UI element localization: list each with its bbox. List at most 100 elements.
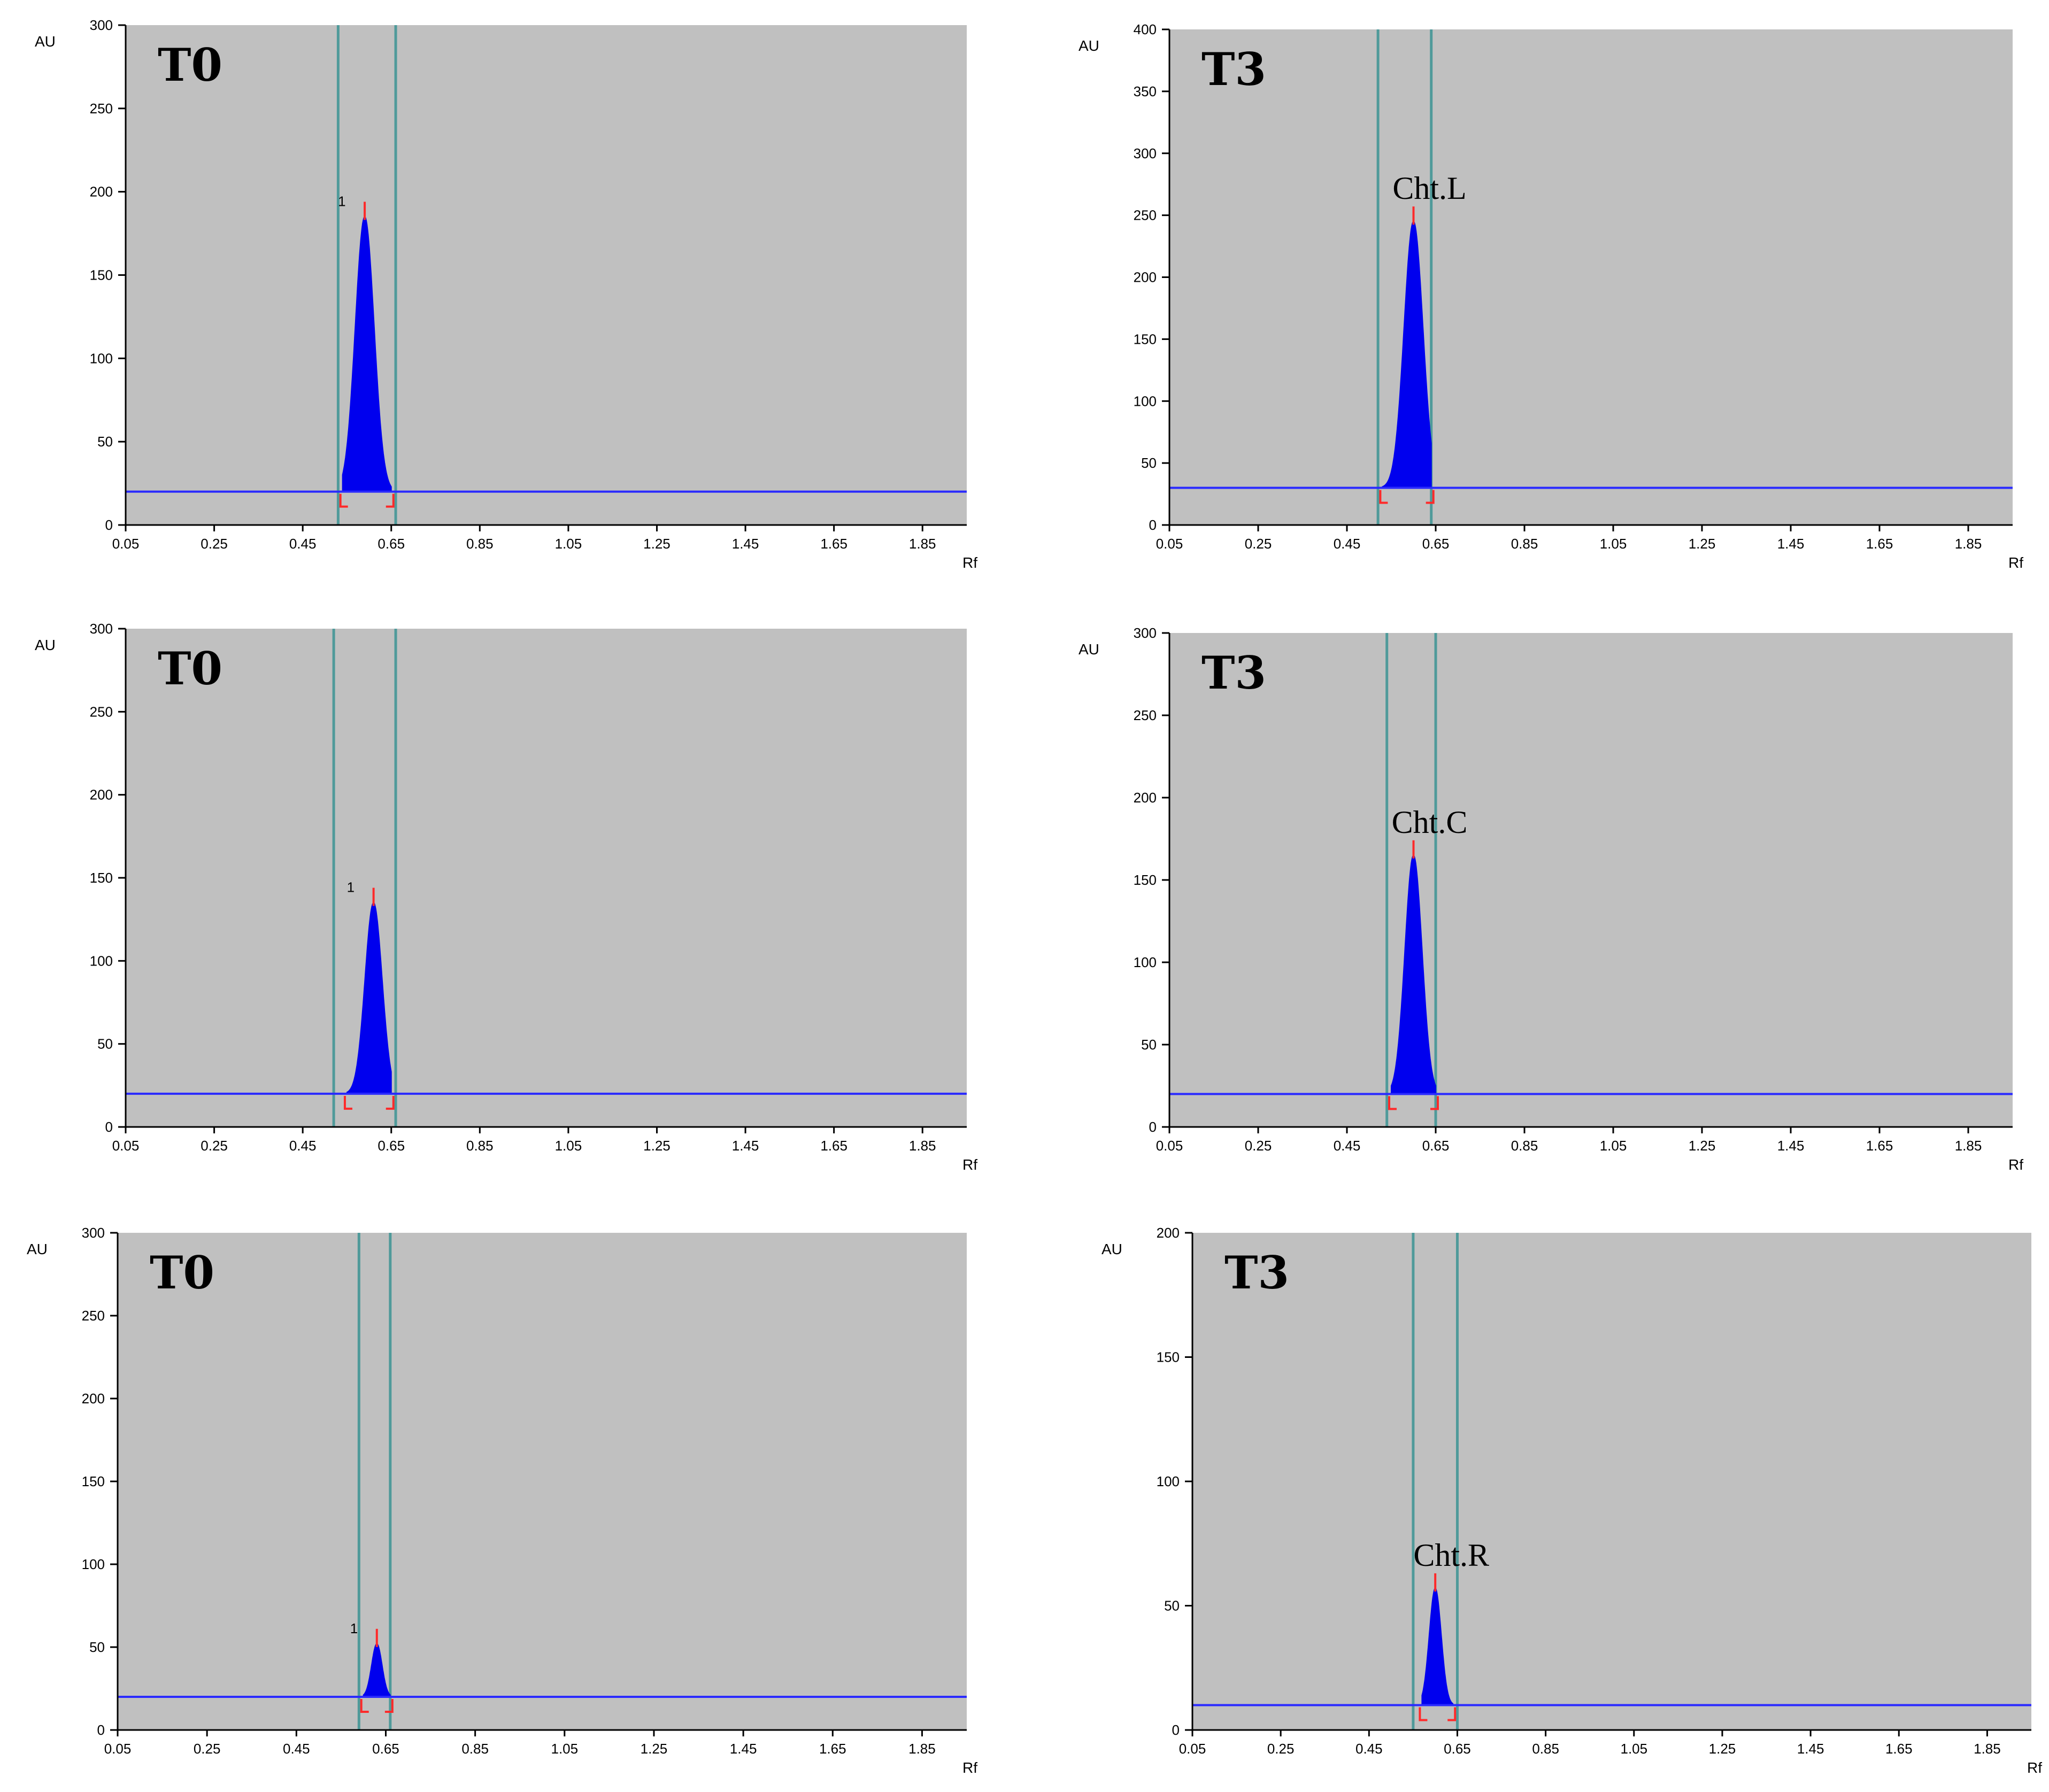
x-tick-label: 1.45: [732, 1138, 759, 1154]
plot-area: [1169, 633, 2013, 1127]
x-tick-label: 1.85: [1955, 1138, 1982, 1154]
x-tick-label: 0.05: [112, 536, 140, 552]
x-axis-unit-label: Rf: [962, 554, 977, 571]
peak-label: Cht.C: [1392, 805, 1468, 840]
x-tick-label: 1.45: [1777, 536, 1805, 552]
x-tick-label: 0.85: [1511, 536, 1538, 552]
y-tick-label: 300: [90, 17, 113, 33]
plot-area: [1169, 29, 2013, 525]
x-tick-label: 1.65: [1885, 1741, 1913, 1757]
x-tick-label: 0.65: [378, 536, 405, 552]
y-tick-label: 300: [90, 621, 113, 637]
x-tick-label: 0.05: [1179, 1741, 1206, 1757]
y-axis-unit-label: AU: [27, 1241, 48, 1257]
y-tick-label: 0: [1149, 1119, 1157, 1135]
x-tick-label: 0.45: [283, 1741, 310, 1757]
x-tick-label: 1.05: [1600, 1138, 1627, 1154]
chromatogram-panel-5: 1 0 50 100 150 200 250 300 0.05 0.25 0.45 0.65 0.85 1…: [27, 1225, 977, 1776]
y-tick-label: 0: [105, 1119, 113, 1135]
y-tick-label: 100: [1134, 954, 1157, 970]
y-tick-label: 400: [1134, 21, 1157, 37]
x-tick-label: 0.05: [112, 1138, 140, 1154]
x-tick-label: 0.25: [1245, 536, 1272, 552]
y-tick-label: 150: [1134, 872, 1157, 888]
panel-title: T3: [1201, 646, 1266, 699]
x-tick-label: 0.25: [1245, 1138, 1272, 1154]
x-tick-label: 1.45: [730, 1741, 757, 1757]
y-tick-label: 300: [1134, 145, 1157, 161]
y-tick-label: 50: [97, 1036, 113, 1052]
y-tick-label: 200: [1134, 790, 1157, 806]
y-axis-unit-label: AU: [35, 637, 56, 653]
y-axis-unit-label: AU: [1101, 1241, 1122, 1257]
x-tick-label: 0.85: [466, 1138, 494, 1154]
x-tick-label: 0.25: [1267, 1741, 1295, 1757]
x-tick-label: 1.65: [1866, 1138, 1893, 1154]
y-tick-label: 250: [1134, 707, 1157, 723]
x-tick-label: 0.85: [1511, 1138, 1538, 1154]
peak-start-marker: [360, 1699, 369, 1713]
x-axis-unit-label: Rf: [962, 1759, 977, 1776]
y-tick-label: 0: [105, 517, 113, 533]
y-tick-label: 150: [82, 1473, 105, 1489]
y-tick-label: 150: [1157, 1349, 1180, 1365]
panel-title: T3: [1224, 1246, 1289, 1299]
x-tick-label: 1.45: [732, 536, 759, 552]
y-tick-label: 50: [97, 434, 113, 450]
y-tick-label: 50: [1141, 1037, 1157, 1053]
x-tick-label: 1.25: [1689, 536, 1716, 552]
y-tick-label: 200: [82, 1391, 105, 1407]
panel-title: T0: [150, 1246, 214, 1299]
y-tick-label: 250: [82, 1308, 105, 1324]
x-tick-label: 0.65: [1422, 1138, 1450, 1154]
panel-title: T0: [158, 642, 222, 695]
y-axis-unit-label: AU: [35, 33, 56, 50]
peak-area: [342, 216, 392, 492]
panel-title: T3: [1201, 43, 1266, 96]
x-tick-label: 1.05: [555, 536, 582, 552]
plot-area: [1192, 1233, 2031, 1730]
y-tick-label: 200: [90, 184, 113, 200]
x-tick-label: 1.85: [1955, 536, 1982, 552]
x-tick-label: 1.85: [909, 536, 936, 552]
x-tick-label: 0.25: [194, 1741, 221, 1757]
peak-area: [346, 902, 392, 1094]
x-tick-label: 0.45: [289, 536, 317, 552]
x-tick-label: 1.65: [819, 1741, 846, 1757]
x-tick-label: 1.05: [555, 1138, 582, 1154]
peak-area: [1382, 220, 1432, 489]
peak-end-marker: [384, 1699, 394, 1713]
x-tick-label: 0.85: [1532, 1741, 1559, 1757]
peak-start-marker: [339, 493, 348, 508]
x-tick-label: 1.05: [551, 1741, 578, 1757]
x-tick-label: 1.05: [1600, 536, 1627, 552]
y-tick-label: 0: [1149, 517, 1157, 533]
x-tick-label: 1.25: [641, 1741, 668, 1757]
peak-end-marker: [1430, 1096, 1439, 1110]
x-tick-label: 1.25: [1709, 1741, 1736, 1757]
y-tick-label: 200: [1134, 269, 1157, 285]
x-tick-label: 0.85: [461, 1741, 489, 1757]
y-tick-label: 50: [1164, 1598, 1180, 1614]
x-tick-label: 1.65: [1866, 536, 1893, 552]
y-tick-label: 0: [1172, 1722, 1180, 1738]
x-tick-label: 0.45: [1334, 1138, 1361, 1154]
x-tick-label: 0.05: [1156, 1138, 1183, 1154]
y-tick-label: 0: [97, 1722, 105, 1738]
panel-title: T0: [158, 38, 222, 91]
y-tick-label: 150: [1134, 331, 1157, 347]
x-tick-label: 1.65: [820, 1138, 848, 1154]
x-tick-label: 1.25: [643, 536, 671, 552]
x-tick-label: 0.45: [1334, 536, 1361, 552]
y-tick-label: 350: [1134, 83, 1157, 99]
y-tick-label: 150: [90, 870, 113, 886]
y-tick-label: 250: [1134, 207, 1157, 223]
x-tick-label: 0.45: [1355, 1741, 1383, 1757]
chromatogram-panel-3: 1 0 50 100 150 200 250 300 0.05 0.25 0.45 0.65 0.85 1…: [35, 621, 977, 1173]
y-tick-label: 50: [89, 1639, 105, 1655]
peak-end-marker: [1447, 1707, 1457, 1721]
x-tick-label: 1.85: [1974, 1741, 2001, 1757]
chromatogram-panel-1: 1 0 50 100 150 200 250 300 0.05 0.25 0.45 0.65 0.85 1…: [35, 17, 977, 571]
y-tick-label: 100: [1134, 393, 1157, 409]
